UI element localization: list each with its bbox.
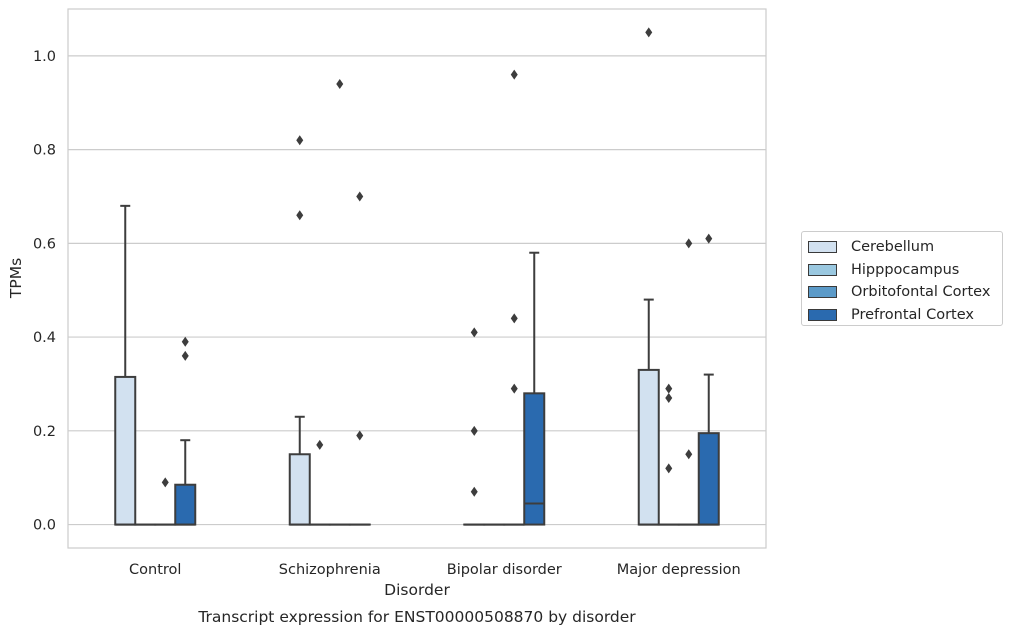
box <box>288 453 311 526</box>
legend-label: Prefrontal Cortex <box>851 306 974 323</box>
legend-swatch <box>808 286 837 299</box>
outlier-point <box>296 135 304 146</box>
y-tick-labels: 0.0 0.2 0.4 0.6 0.8 1.0 <box>33 49 56 534</box>
box <box>114 375 137 526</box>
box-group <box>637 27 660 526</box>
x-tick-labels: Control Schizophrenia Bipolar disorder Majo… <box>129 562 741 578</box>
box <box>174 483 197 526</box>
box <box>697 432 720 526</box>
legend-label: Orbitofontal Cortex <box>851 284 991 301</box>
x-tick-label: Major depression <box>617 562 741 578</box>
outlier-point <box>665 393 673 404</box>
outlier-point <box>181 336 189 347</box>
outlier-point <box>665 383 673 394</box>
box-group <box>657 383 680 526</box>
outlier-point <box>470 486 478 497</box>
outlier-point <box>470 327 478 338</box>
box-group <box>348 191 371 526</box>
outlier-point <box>470 425 478 436</box>
outlier-point <box>685 238 693 249</box>
outlier-point <box>510 313 518 324</box>
outlier-point <box>336 78 344 89</box>
x-tick-label: Bipolar disorder <box>447 562 562 578</box>
y-tick-label: 1.0 <box>33 49 56 65</box>
box-group <box>677 238 700 526</box>
box-group <box>523 251 546 526</box>
box-group <box>308 439 331 526</box>
outlier-point <box>316 439 324 450</box>
x-axis-label: Disorder <box>384 581 450 599</box>
outlier-point <box>510 69 518 80</box>
box <box>637 368 660 526</box>
y-axis-label: TPMs <box>7 258 25 299</box>
legend-item: Prefrontal Cortex <box>808 304 1002 327</box>
legend-swatch <box>808 263 837 276</box>
box-layer <box>114 27 720 526</box>
legend-label: Hipppocampus <box>851 261 960 278</box>
box-group <box>463 327 486 526</box>
gridlines <box>68 55 766 526</box>
box-group <box>114 204 137 526</box>
outlier-point <box>161 477 169 488</box>
outlier-point <box>181 350 189 361</box>
legend-item: Orbitofontal Cortex <box>808 281 1002 304</box>
legend-label: Cerebellum <box>851 239 935 256</box>
outlier-point <box>665 463 673 474</box>
outlier-point <box>705 233 713 244</box>
y-tick-label: 0.0 <box>33 518 56 534</box>
box-group <box>288 135 311 526</box>
box-group <box>154 477 177 526</box>
outlier-point <box>296 210 304 221</box>
outlier-point <box>356 191 364 202</box>
legend-item: Hipppocampus <box>808 259 1002 282</box>
box-group <box>503 69 526 526</box>
legend-swatch <box>808 241 837 254</box>
legend-swatch <box>808 308 837 321</box>
outlier-point <box>685 449 693 460</box>
y-tick-label: 0.8 <box>33 143 56 159</box>
box <box>523 392 546 526</box>
legend: Cerebellum Hipppocampus Orbitofontal Corte… <box>801 231 1003 326</box>
outlier-point <box>645 27 653 38</box>
outlier-point <box>356 430 364 441</box>
plot-area-frame <box>67 8 767 549</box>
y-tick-label: 0.4 <box>33 330 56 346</box>
outlier-point <box>510 383 518 394</box>
x-tick-label: Schizophrenia <box>279 562 381 578</box>
box-group <box>328 78 351 526</box>
box-group <box>697 233 720 526</box>
box-group <box>174 336 197 526</box>
y-tick-label: 0.2 <box>33 424 56 440</box>
legend-item: Cerebellum <box>808 236 1002 259</box>
x-tick-label: Control <box>129 562 181 578</box>
chart-caption: Transcript expression for ENST0000050887… <box>197 608 636 626</box>
y-tick-label: 0.6 <box>33 236 56 252</box>
